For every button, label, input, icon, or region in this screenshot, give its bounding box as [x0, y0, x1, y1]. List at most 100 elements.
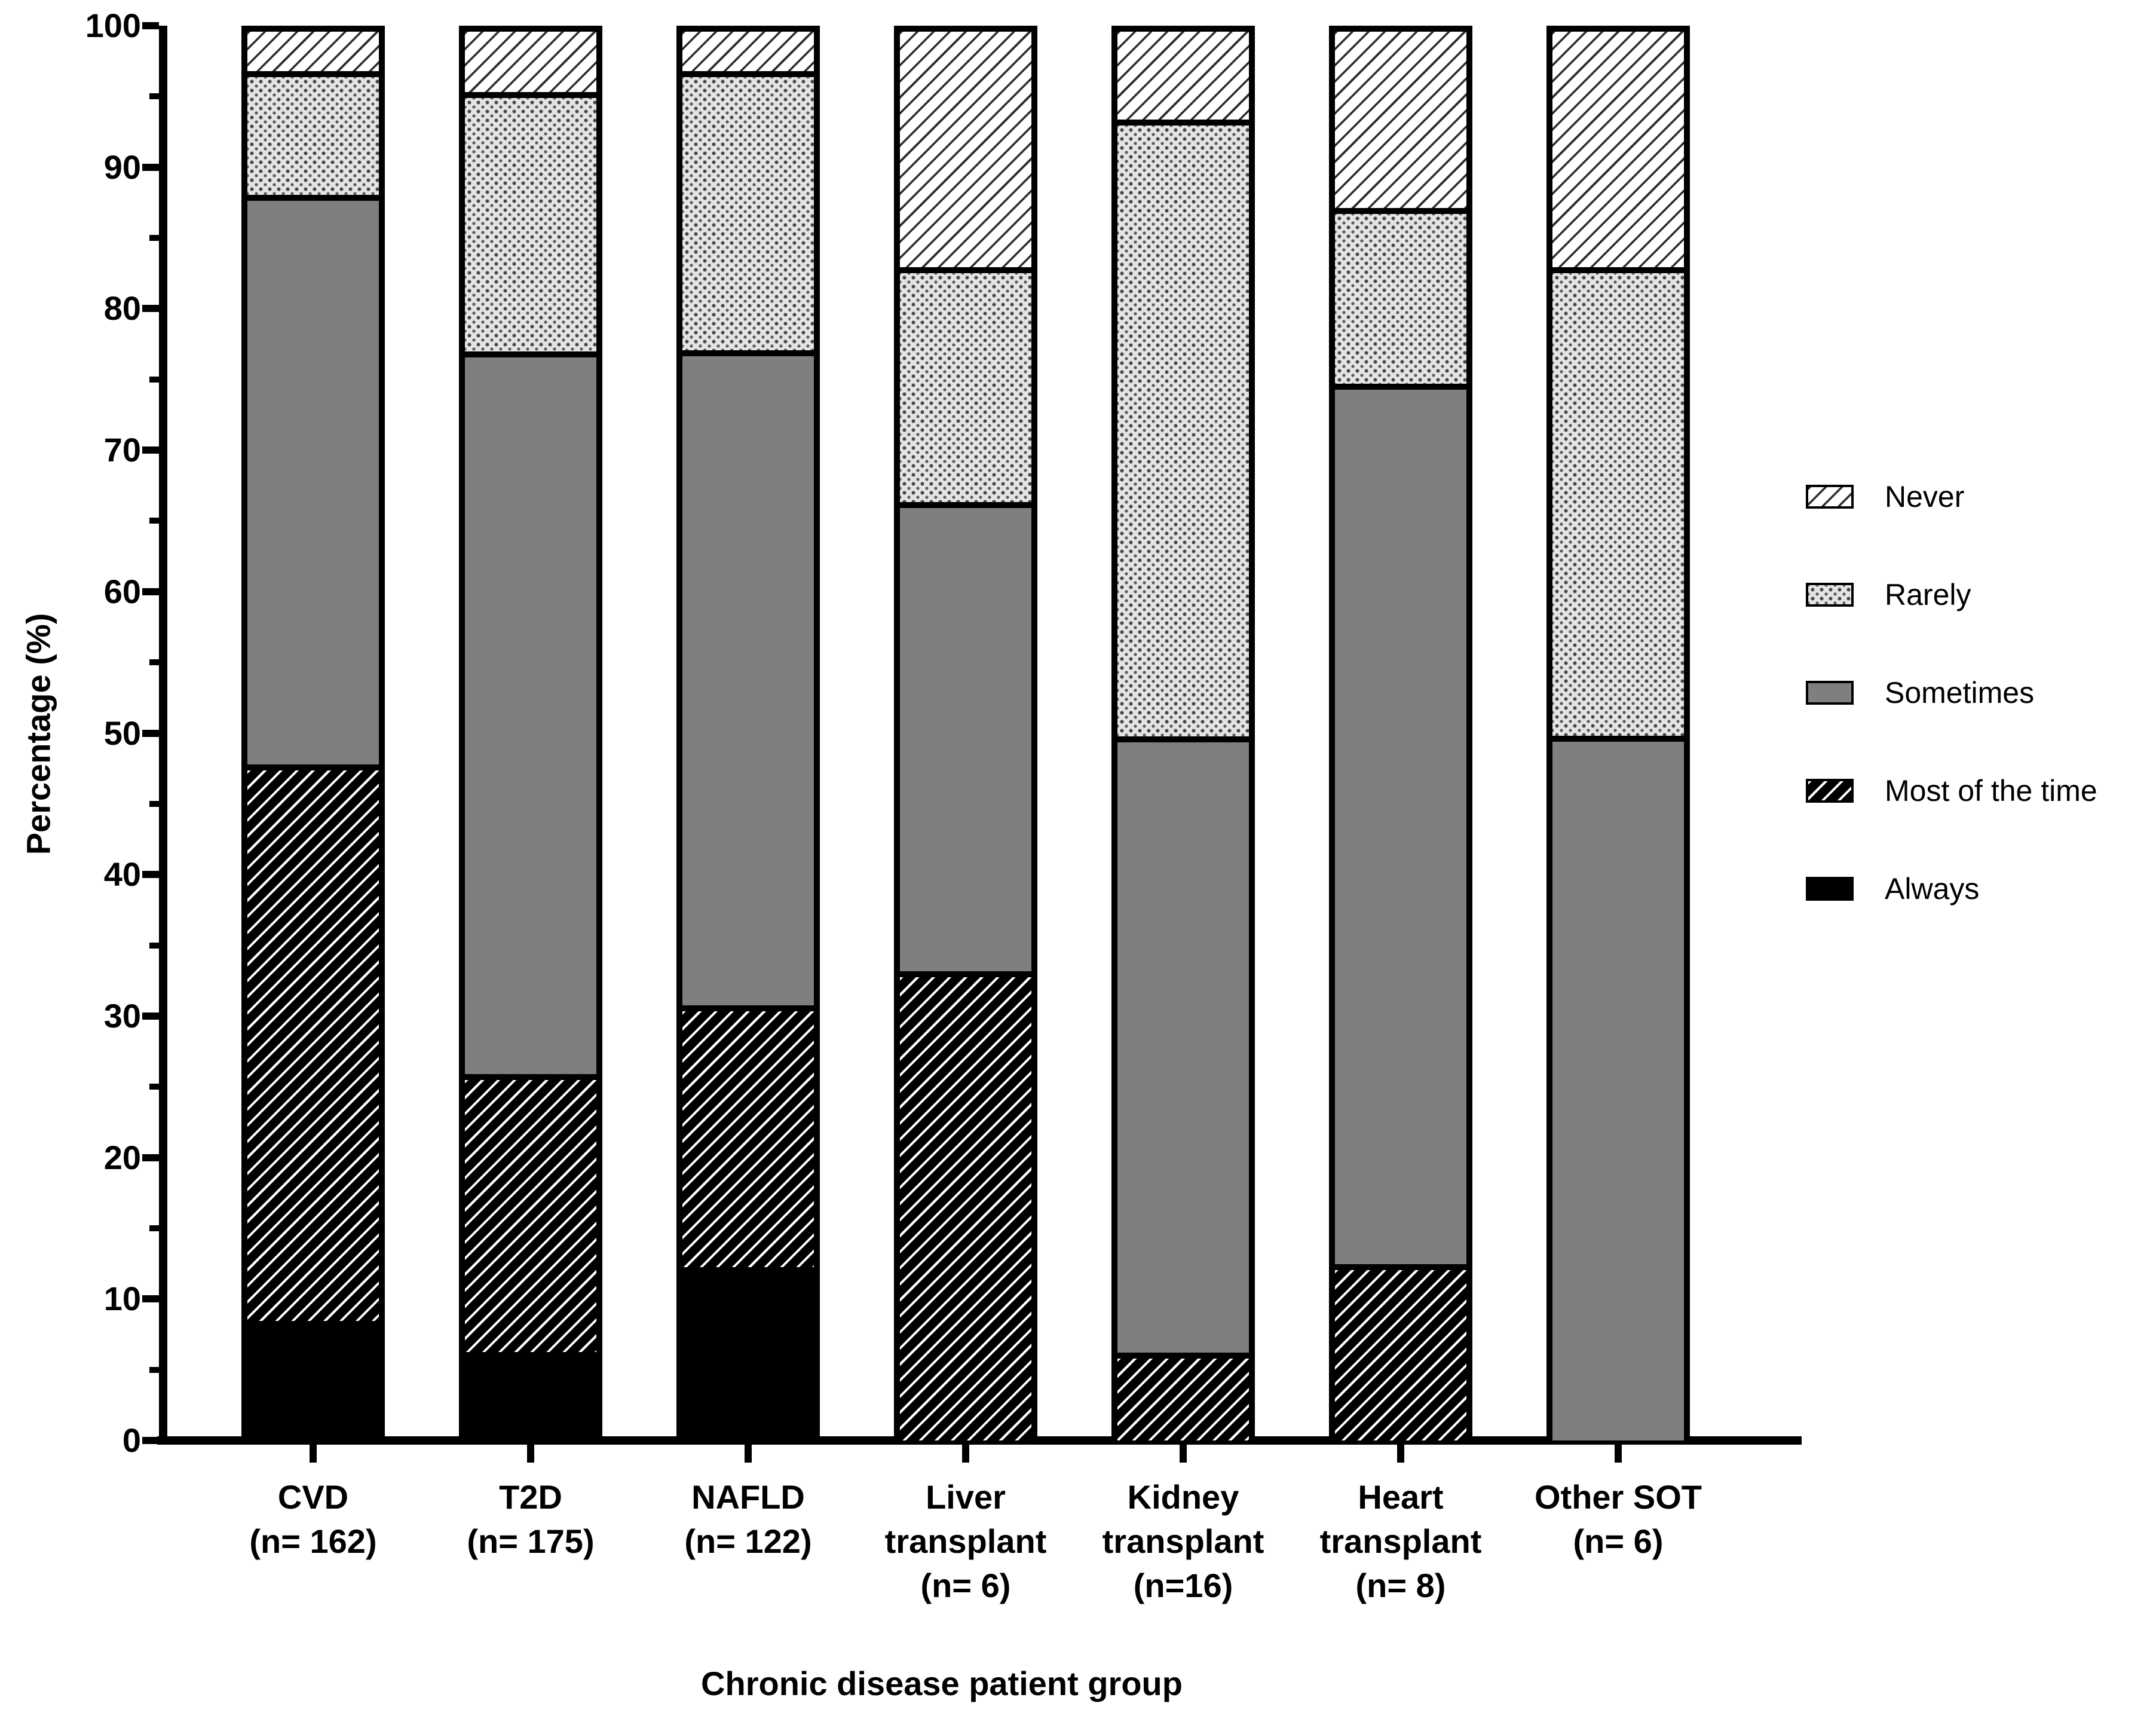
x-category-label-line: transplant	[1102, 1522, 1264, 1560]
y-minor-tick	[149, 1366, 159, 1373]
legend-label: Rarely	[1885, 578, 1971, 611]
x-category-label: T2D (n= 175)	[423, 1475, 638, 1564]
x-category-label-line: (n= 175)	[467, 1522, 595, 1560]
y-major-tick	[142, 1437, 159, 1444]
y-major-tick	[142, 22, 159, 29]
segment-hatch-on-black	[1117, 1352, 1249, 1440]
legend-label: Never	[1885, 480, 1965, 513]
solid-black-swatch-icon	[1806, 877, 1854, 901]
segment-stipple	[900, 267, 1031, 503]
x-category-label-line: transplant	[884, 1522, 1047, 1560]
y-tick-label: 80	[103, 289, 141, 328]
segment-hatch-on-black	[682, 1005, 814, 1268]
x-tick	[1180, 1445, 1187, 1463]
y-minor-tick	[149, 659, 159, 666]
segment-hatch-on-white	[465, 32, 596, 93]
y-tick-label: 30	[103, 996, 141, 1035]
segment-solid-black	[465, 1351, 596, 1440]
y-tick-label: 60	[103, 572, 141, 610]
legend-label: Sometimes	[1885, 676, 2035, 709]
y-major-tick	[142, 729, 159, 737]
y-minor-tick	[149, 1084, 159, 1090]
segment-solid-black	[682, 1267, 814, 1440]
segment-stipple	[1552, 267, 1684, 736]
y-minor-tick	[149, 518, 159, 524]
segment-stipple	[682, 71, 814, 350]
y-major-tick	[142, 1295, 159, 1303]
x-category-label: Kidney transplant (n=16)	[1076, 1475, 1291, 1608]
segment-stipple	[1117, 120, 1249, 736]
y-major-tick	[142, 1012, 159, 1020]
segment-solid-gray	[1335, 384, 1466, 1265]
y-minor-tick	[149, 942, 159, 949]
segment-hatch-on-white	[900, 32, 1031, 267]
segment-hatch-on-white	[1335, 32, 1466, 208]
bar-t2d	[459, 26, 602, 1440]
x-category-label-line: T2D	[499, 1478, 562, 1516]
y-major-tick	[142, 588, 159, 595]
bar-nafld	[676, 26, 820, 1440]
bar-heart	[1329, 26, 1472, 1440]
x-category-label-line: (n= 162)	[249, 1522, 377, 1560]
x-category-label-line: transplant	[1319, 1522, 1482, 1560]
y-major-tick	[142, 163, 159, 171]
segment-solid-gray	[1552, 736, 1684, 1440]
y-tick-label: 10	[103, 1280, 141, 1318]
legend-label: Most of the time	[1885, 774, 2097, 807]
x-category-label: Liver transplant (n= 6)	[858, 1475, 1073, 1608]
y-major-tick	[142, 871, 159, 879]
x-category-label: Other SOT (n= 6)	[1511, 1475, 1726, 1564]
y-minor-tick	[149, 376, 159, 383]
x-category-label: Heart transplant (n= 8)	[1293, 1475, 1508, 1608]
segment-solid-gray	[900, 502, 1031, 972]
solid-gray-swatch-icon	[1806, 681, 1854, 705]
x-category-label-line: NAFLD	[691, 1478, 805, 1516]
y-tick-label: 90	[103, 148, 141, 186]
x-axis-title: Chronic disease patient group	[701, 1665, 1183, 1702]
hatch-on-black-swatch-icon	[1806, 779, 1854, 803]
x-category-label-line: (n= 122)	[684, 1522, 812, 1560]
segment-solid-gray	[247, 195, 379, 764]
x-tick	[745, 1445, 752, 1463]
bar-cvd	[241, 26, 385, 1440]
y-tick-label: 20	[103, 1138, 141, 1176]
segment-solid-black	[247, 1320, 379, 1440]
y-minor-tick	[149, 1225, 159, 1231]
x-tick	[962, 1445, 969, 1463]
legend-item-never: Never	[1806, 479, 1964, 515]
x-category-label-line: (n= 8)	[1355, 1567, 1446, 1604]
y-major-tick	[142, 1154, 159, 1161]
bar-kidney	[1111, 26, 1255, 1440]
segment-hatch-on-white	[682, 32, 814, 71]
segment-hatch-on-black	[465, 1074, 596, 1352]
segment-solid-gray	[682, 350, 814, 1005]
segment-hatch-on-white	[1552, 32, 1684, 267]
segment-hatch-on-black	[1335, 1264, 1466, 1440]
x-tick	[1397, 1445, 1404, 1463]
x-category-label: NAFLD (n= 122)	[641, 1475, 856, 1564]
y-tick-label: 100	[85, 7, 141, 44]
x-category-label-line: Liver	[926, 1478, 1006, 1516]
segment-solid-gray	[1117, 736, 1249, 1353]
x-tick	[527, 1445, 534, 1463]
segment-hatch-on-black	[247, 764, 379, 1321]
segment-stipple	[465, 92, 596, 352]
y-minor-tick	[149, 800, 159, 807]
legend-item-most-of-the-time: Most of the time	[1806, 773, 2097, 809]
x-category-label-line: (n= 6)	[920, 1567, 1011, 1604]
stipple-swatch-icon	[1806, 583, 1854, 607]
legend-item-sometimes: Sometimes	[1806, 675, 2034, 711]
hatch-on-white-swatch-icon	[1806, 485, 1854, 509]
legend-item-always: Always	[1806, 871, 1979, 907]
x-category-label-line: (n= 6)	[1573, 1522, 1664, 1560]
y-axis-line	[159, 26, 167, 1445]
segment-stipple	[1335, 207, 1466, 384]
x-category-label-line: CVD	[277, 1478, 349, 1516]
y-major-tick	[142, 446, 159, 454]
y-major-tick	[142, 305, 159, 313]
segment-stipple	[247, 71, 379, 195]
y-tick-label: 50	[103, 714, 141, 752]
y-minor-tick	[149, 93, 159, 100]
x-category-label-line: (n=16)	[1133, 1567, 1233, 1604]
